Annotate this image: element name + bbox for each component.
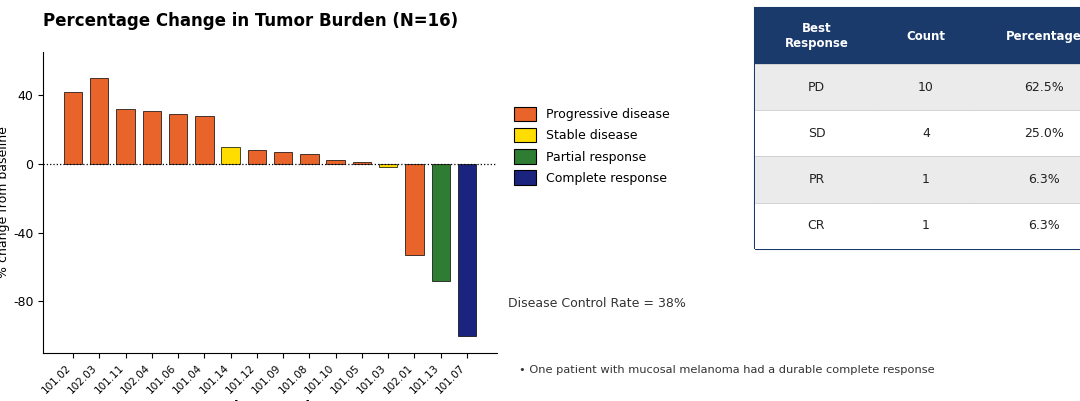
FancyBboxPatch shape (755, 110, 878, 156)
Text: 25.0%: 25.0% (1024, 127, 1064, 140)
Bar (379, 164, 397, 167)
FancyBboxPatch shape (878, 8, 974, 64)
Bar (221, 147, 240, 164)
FancyBboxPatch shape (878, 156, 974, 203)
Text: PR: PR (808, 173, 825, 186)
Text: 10: 10 (918, 81, 934, 94)
Bar (247, 150, 266, 164)
FancyBboxPatch shape (878, 110, 974, 156)
FancyBboxPatch shape (755, 156, 878, 203)
FancyBboxPatch shape (974, 203, 1080, 249)
X-axis label: Patient Number: Patient Number (208, 399, 332, 401)
Text: Best
Response: Best Response (784, 22, 849, 50)
Text: 1: 1 (922, 173, 930, 186)
Legend: Progressive disease, Stable disease, Partial response, Complete response: Progressive disease, Stable disease, Par… (514, 107, 670, 185)
FancyBboxPatch shape (755, 8, 878, 64)
Bar (326, 160, 345, 164)
Text: PD: PD (808, 81, 825, 94)
Text: 4: 4 (922, 127, 930, 140)
FancyBboxPatch shape (755, 64, 878, 110)
Bar (432, 164, 450, 281)
Text: • One patient with mucosal melanoma had a durable complete response: • One patient with mucosal melanoma had … (518, 365, 934, 375)
Bar (90, 78, 108, 164)
Bar (143, 111, 161, 164)
FancyBboxPatch shape (878, 203, 974, 249)
Text: 6.3%: 6.3% (1028, 219, 1059, 232)
Bar (274, 152, 293, 164)
Text: Percentage Change in Tumor Burden (N=16): Percentage Change in Tumor Burden (N=16) (43, 12, 458, 30)
Bar (458, 164, 476, 336)
FancyBboxPatch shape (974, 156, 1080, 203)
Bar (117, 109, 135, 164)
FancyBboxPatch shape (974, 64, 1080, 110)
Text: Percentage: Percentage (1005, 30, 1080, 43)
Text: SD: SD (808, 127, 825, 140)
Bar (405, 164, 423, 255)
Bar (195, 116, 214, 164)
Text: 6.3%: 6.3% (1028, 173, 1059, 186)
FancyBboxPatch shape (974, 8, 1080, 64)
Text: Count: Count (906, 30, 945, 43)
FancyBboxPatch shape (974, 110, 1080, 156)
Bar (300, 154, 319, 164)
Text: Disease Control Rate = 38%: Disease Control Rate = 38% (508, 297, 686, 310)
Text: 62.5%: 62.5% (1024, 81, 1064, 94)
FancyBboxPatch shape (878, 64, 974, 110)
Bar (64, 92, 82, 164)
Text: CR: CR (808, 219, 825, 232)
Bar (353, 162, 372, 164)
FancyBboxPatch shape (755, 203, 878, 249)
Bar (168, 114, 187, 164)
Y-axis label: Best response
% change from baseline: Best response % change from baseline (0, 127, 10, 278)
Text: 1: 1 (922, 219, 930, 232)
